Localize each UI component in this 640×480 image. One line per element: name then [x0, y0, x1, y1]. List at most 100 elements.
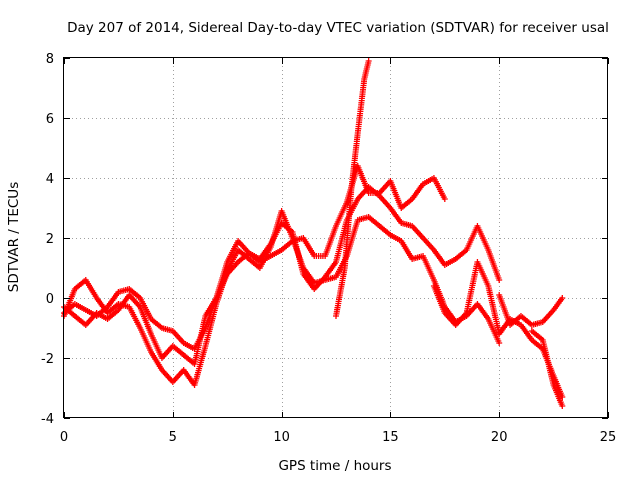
- trace-segment: [333, 201, 349, 227]
- trace-segment: [551, 374, 565, 399]
- trace-segment: [475, 225, 491, 251]
- trace-segment: [540, 339, 557, 386]
- trace-segment: [530, 338, 545, 351]
- trace-segment: [431, 176, 447, 201]
- data-point: [441, 196, 448, 202]
- trace-segment: [148, 333, 164, 359]
- y-tick-label: 2: [46, 232, 54, 247]
- trace-segment: [485, 285, 502, 335]
- y-tick-label: 8: [46, 52, 54, 67]
- y-tick-label: 4: [46, 172, 54, 187]
- trace-segment: [225, 248, 241, 273]
- trace-segment: [84, 311, 99, 327]
- series-track-7: [528, 328, 566, 409]
- trace-segment: [247, 251, 261, 261]
- trace-segment: [464, 225, 480, 251]
- trace-segment: [73, 302, 87, 312]
- x-tick-label: 25: [600, 430, 617, 445]
- series-track-5: [430, 259, 566, 400]
- trace-segment: [149, 350, 164, 372]
- trace-segment: [138, 296, 154, 321]
- trace-segment: [486, 249, 502, 281]
- y-tick-label: -2: [41, 352, 54, 367]
- trace-segment: [348, 132, 361, 191]
- trace-segment: [388, 179, 404, 210]
- chart-title: Day 207 of 2014, Sidereal Day-to-day VTE…: [67, 20, 609, 36]
- trace-segment: [475, 302, 491, 321]
- trace-segment: [236, 248, 251, 261]
- trace-segment: [127, 305, 143, 330]
- trace-segment: [182, 341, 196, 351]
- trace-segment: [378, 224, 392, 237]
- x-tick-label: 10: [273, 430, 290, 445]
- trace-segment: [519, 314, 534, 327]
- trace-segment: [388, 206, 404, 225]
- trace-segment: [83, 278, 99, 300]
- trace-segment: [341, 189, 355, 269]
- trace-segment: [257, 245, 273, 270]
- trace-segment: [137, 305, 154, 336]
- trace-segment: [367, 215, 381, 228]
- trace-segment: [410, 224, 425, 240]
- trace-segment: [203, 303, 219, 347]
- trace-segment: [225, 239, 241, 264]
- x-tick-label: 20: [491, 430, 508, 445]
- trace-segment: [171, 329, 186, 345]
- trace-segment: [432, 248, 447, 267]
- trace-segment: [138, 327, 154, 353]
- trace-segment: [105, 290, 121, 309]
- trace-segment: [420, 255, 436, 281]
- trace-segment: [127, 293, 142, 309]
- trace-segment: [421, 236, 436, 252]
- trace-segment: [322, 225, 339, 257]
- trace-segment: [421, 176, 436, 186]
- x-tick-label: 5: [169, 430, 177, 445]
- trace-segment: [61, 287, 78, 318]
- trace-segment: [410, 182, 425, 201]
- y-tick-label: -4: [41, 412, 54, 427]
- trace-segment: [551, 383, 565, 408]
- x-tick-label: 0: [60, 430, 68, 445]
- trace-segment: [214, 270, 230, 305]
- y-tick-label: 6: [46, 112, 54, 127]
- data-point: [559, 295, 566, 301]
- trace-segment: [106, 308, 120, 321]
- trace-segment: [323, 260, 338, 279]
- trace-segment: [149, 317, 164, 330]
- trace-segment: [269, 248, 283, 258]
- trace-segment: [95, 311, 109, 321]
- trace-segment: [290, 237, 306, 269]
- data-point: [559, 403, 566, 409]
- trace-segment: [496, 294, 513, 326]
- trace-segment: [519, 323, 534, 342]
- trace-segment: [333, 267, 348, 317]
- plot-frame: [63, 57, 608, 418]
- trace-segment: [377, 194, 392, 210]
- trace-segment: [279, 209, 295, 240]
- trace-segment: [106, 302, 120, 315]
- series-track-4: [333, 58, 372, 319]
- trace-segment: [443, 257, 457, 267]
- trace-segment: [454, 248, 468, 261]
- x-axis-title: GPS time / hours: [278, 458, 391, 474]
- trace-segment: [454, 311, 469, 327]
- trace-segment: [530, 329, 545, 342]
- trace-segment: [551, 296, 565, 312]
- data-point: [496, 277, 503, 283]
- trace-segment: [355, 78, 367, 134]
- trace-segment: [192, 345, 208, 386]
- trace-segment: [171, 344, 186, 357]
- trace-segment: [301, 266, 316, 285]
- ticks: 0 5 10 15 20 25 -4 -2 0 2 4 6 8: [41, 52, 616, 445]
- trace-segment: [464, 261, 480, 314]
- data-point: [496, 340, 503, 346]
- series-track-6: [496, 292, 566, 328]
- trace-segment: [192, 315, 208, 365]
- trace-segment: [399, 239, 415, 261]
- trace-segment: [431, 284, 447, 315]
- plot-area: [61, 58, 566, 409]
- trace-segment: [486, 318, 502, 344]
- trace-segment: [182, 353, 196, 366]
- series-track-3: [61, 208, 503, 388]
